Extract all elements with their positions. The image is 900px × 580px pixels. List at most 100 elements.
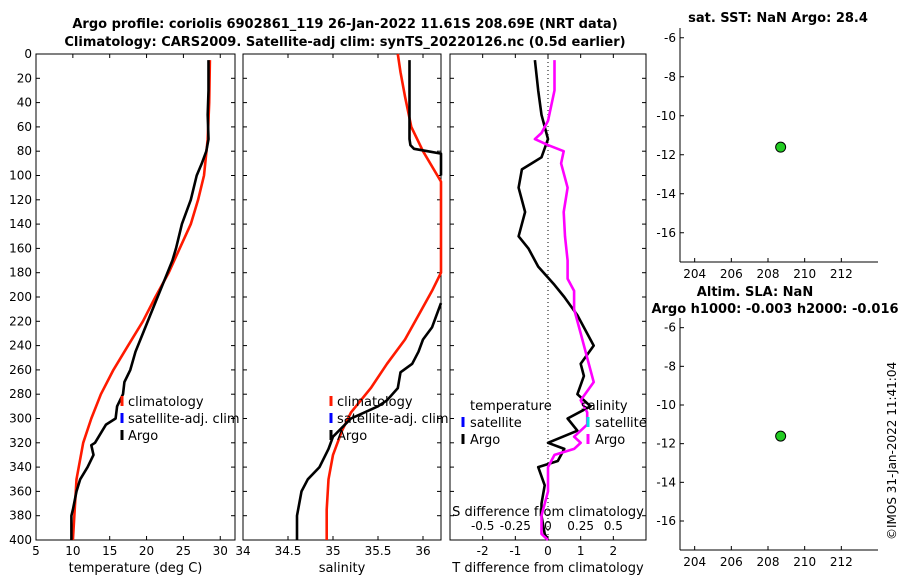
map-x-tick-label: 212 (830, 267, 853, 281)
y-tick-label: 280 (9, 387, 32, 401)
x-tick-label: 36 (415, 544, 430, 558)
sla-map-title-1: Altim. SLA: NaN (697, 285, 813, 300)
legend-label: Argo (337, 429, 367, 444)
series-line-argo (70, 60, 210, 540)
map-x-tick-label: 210 (793, 555, 816, 569)
x-tick-label: 10 (65, 544, 80, 558)
x2-tick-label: 0 (544, 519, 552, 533)
map-y-tick-label: -14 (656, 475, 676, 489)
difference-panel: -2 -1 0 1 2 T difference from climatology -0.5… (449, 53, 647, 576)
y-tick-label: 320 (9, 436, 32, 450)
legend-label: Argo (470, 433, 500, 448)
y-tick-label: 80 (17, 144, 32, 158)
argo-location-point (775, 430, 787, 442)
x2-tick-label: -0.5 (471, 519, 494, 533)
y-tick-label: 360 (9, 484, 32, 498)
x-tick-label: 15 (102, 544, 117, 558)
map-x-tick-label: 212 (830, 555, 853, 569)
x2-tick-label: 0.25 (567, 519, 594, 533)
salinity-panel: 34 34.5 35 35.5 36 salinity climatology satelli… (235, 53, 449, 576)
legend-label: Argo (595, 433, 625, 448)
sst-map-panel: 204 206 208 210 212 -6 -8 -10 -12 -14 -16 (656, 28, 878, 281)
map-x-tick-label: 206 (720, 555, 743, 569)
y-tick-label: 160 (9, 241, 32, 255)
y-tick-label: 0 (24, 47, 32, 61)
x-tick-label: 35 (325, 544, 340, 558)
y-tick-label: 20 (17, 71, 32, 85)
y-tick-label: 300 (9, 412, 32, 426)
y-tick-label: 380 (9, 509, 32, 523)
legend-label: satellite-adj. clim (128, 412, 240, 427)
x-tick-label: 25 (176, 544, 191, 558)
argo-location-point (775, 141, 787, 153)
x-tick-label: 34.5 (275, 544, 302, 558)
x-axis-label: salinity (319, 561, 366, 576)
map-y-tick-label: -10 (656, 398, 676, 412)
map-x-tick-label: 210 (793, 267, 816, 281)
y-tick-label: 40 (17, 96, 32, 110)
legend-label: climatology (128, 395, 204, 410)
legend-label: salinity (581, 399, 628, 414)
x2-tick-label: 0.5 (604, 519, 623, 533)
x-tick-label: 5 (32, 544, 40, 558)
x-tick-label: 1 (577, 544, 585, 558)
x-tick-label: 30 (213, 544, 228, 558)
x2-axis-label: S difference from climatology (452, 505, 644, 520)
map-y-tick-label: -10 (656, 109, 676, 123)
y-tick-label: 60 (17, 120, 32, 134)
y-tick-label: 240 (9, 339, 32, 353)
legend-label: temperature (470, 399, 552, 414)
series-line-climatology (71, 60, 212, 541)
map-x-tick-label: 204 (683, 555, 706, 569)
x-tick-label: -2 (477, 544, 489, 558)
plot-frame (35, 53, 236, 541)
x-tick-label: 35.5 (365, 544, 392, 558)
map-y-tick-label: -12 (656, 148, 676, 162)
title-line-2: Climatology: CARS2009. Satellite-adj cli… (64, 35, 625, 50)
y-tick-label: 340 (9, 460, 32, 474)
series-line-argo-lower (295, 302, 443, 540)
watermark: ©IMOS 31-Jan-2022 11:41:04 (885, 362, 899, 540)
x-tick-label: -1 (509, 544, 521, 558)
legend-label: Argo (128, 429, 158, 444)
series-line-climatology (325, 53, 443, 540)
map-y-tick-label: -16 (656, 226, 676, 240)
x2-tick-label: -0.25 (500, 519, 531, 533)
map-y-tick-label: -6 (664, 321, 676, 335)
y-tick-label: 200 (9, 290, 32, 304)
y-tick-label: 100 (9, 169, 32, 183)
y-tick-label: 140 (9, 217, 32, 231)
legend-label: satellite (595, 416, 647, 431)
temperature-panel: 5 10 15 20 25 3002040608010012014016018020022… (9, 47, 240, 576)
x-tick-label: 20 (139, 544, 154, 558)
legend-label: satellite (470, 416, 522, 431)
map-x-tick-label: 208 (757, 267, 780, 281)
y-tick-label: 220 (9, 314, 32, 328)
map-y-tick-label: -8 (664, 359, 676, 373)
map-x-tick-label: 204 (683, 267, 706, 281)
map-y-tick-label: -6 (664, 31, 676, 45)
legend-label: climatology (337, 395, 413, 410)
series-line-t-difference-argo- (517, 59, 596, 541)
map-x-tick-label: 208 (757, 555, 780, 569)
series-line-argo-upper (408, 60, 443, 176)
series-line-s-difference-argo- (533, 60, 596, 541)
map-x-tick-label: 206 (720, 267, 743, 281)
x-axis-label: temperature (deg C) (69, 561, 203, 576)
x-tick-label: 2 (610, 544, 618, 558)
title-line-1: Argo profile: coriolis 6902861_119 26-Ja… (72, 17, 617, 32)
sla-map-panel: 204 206 208 210 212 -6 -8 -10 -12 -14 -16 (656, 318, 878, 569)
sst-map-title: sat. SST: NaN Argo: 28.4 (688, 11, 868, 26)
y-tick-label: 120 (9, 193, 32, 207)
x-axis-label: T difference from climatology (451, 561, 644, 576)
y-tick-label: 260 (9, 363, 32, 377)
map-y-tick-label: -16 (656, 514, 676, 528)
x-tick-label: 0 (544, 544, 552, 558)
legend-label: satellite-adj. clim (337, 412, 449, 427)
map-y-tick-label: -14 (656, 187, 676, 201)
map-y-tick-label: -12 (656, 437, 676, 451)
y-tick-label: 180 (9, 266, 32, 280)
sla-map-title-2: Argo h1000: -0.003 h2000: -0.016 (651, 302, 898, 317)
x-tick-label: 34 (235, 544, 250, 558)
